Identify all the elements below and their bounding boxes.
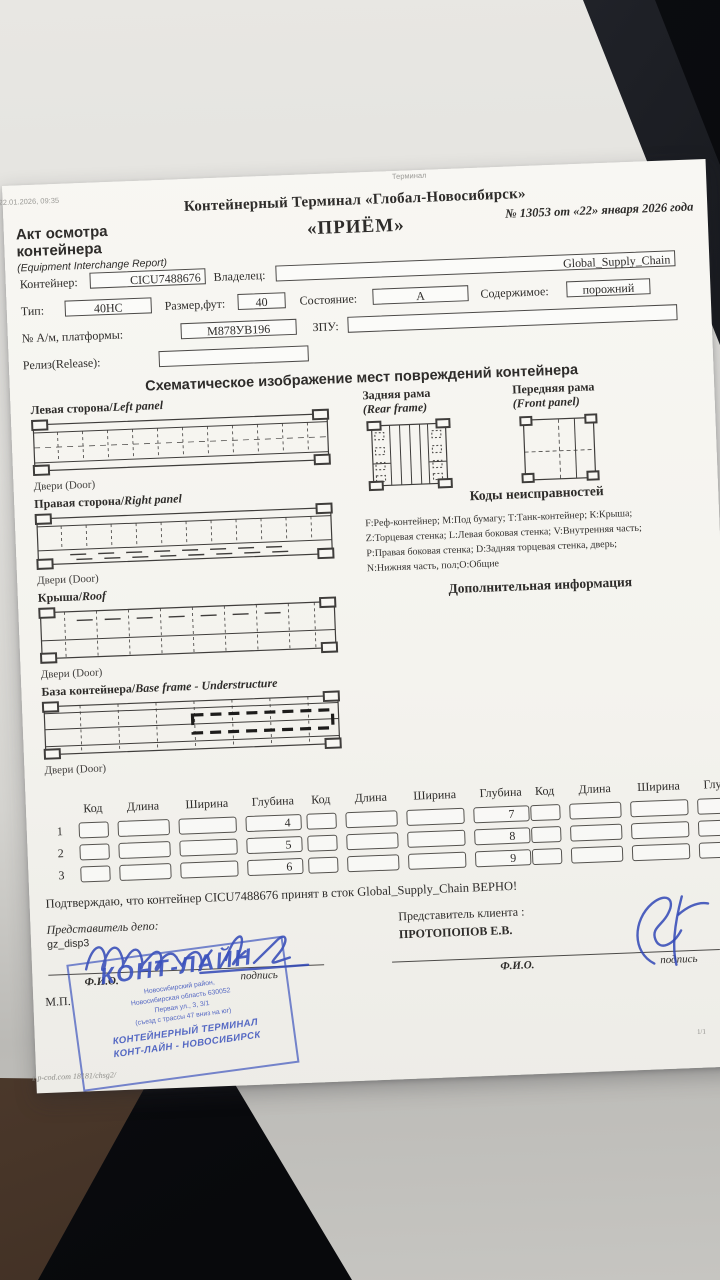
col-header-depth: Глубина (703, 775, 720, 792)
client-rep-label: Представитель клиента : (398, 904, 525, 924)
depot-handwritten-signature (84, 935, 310, 975)
code-box (79, 843, 110, 861)
client-fio-label: Ф.И.О. (500, 959, 535, 973)
code-box (307, 834, 338, 852)
col-header-length: Длина (126, 798, 160, 814)
length-box (119, 863, 172, 881)
row-number: 8 (509, 828, 516, 843)
roof-diagram-icon (38, 596, 339, 664)
rear-frame-label-en: (Rear frame) (362, 399, 428, 417)
condition-label: Состояние: (299, 291, 358, 308)
damage-table-group-1: Код Длина Ширина Глубина 1 2 3 (56, 793, 304, 883)
width-box (406, 807, 465, 826)
depth-box (697, 796, 720, 815)
width-box (631, 843, 691, 862)
door-label-base: Двери (Door) (44, 762, 107, 777)
length-box (117, 819, 171, 838)
row-number: 2 (57, 845, 64, 860)
width-box (630, 821, 690, 840)
door-label-right-panel: Двери (Door) (36, 572, 99, 587)
col-header-width: Ширина (636, 778, 681, 795)
row-number: 5 (285, 836, 292, 852)
code-box (530, 804, 561, 822)
col-header-width: Ширина (413, 787, 457, 803)
type-value-box: 40НС (64, 297, 152, 317)
width-box (179, 838, 238, 857)
front-panel-diagram-icon (519, 413, 600, 484)
size-value-box: 40 (237, 292, 286, 311)
door-label-left-panel: Двери (Door) (33, 478, 96, 494)
row-number: 6 (286, 858, 293, 874)
client-handwritten-signature (636, 895, 710, 966)
release-value-box (158, 345, 309, 368)
seal-label: ЗПУ: (312, 319, 339, 335)
contents-value-box: порожний (566, 278, 651, 298)
length-box (569, 823, 623, 842)
company-stamp: КОНТ-ЛАЙН Новосибирский район, Новосибир… (66, 935, 300, 1092)
damage-table-group-2: Код Длина Ширина Глубина 4 5 6 (284, 784, 532, 874)
code-box (531, 847, 563, 866)
length-box (569, 801, 622, 820)
col-header-code: Код (83, 800, 103, 816)
owner-label: Владелец: (213, 267, 266, 284)
damage-table-group-3: Код Длина Ширина Глубина 7 8 9 (507, 776, 720, 866)
col-header-length: Длина (578, 781, 612, 797)
width-box (630, 799, 689, 818)
container-label: Контейнер: (19, 275, 78, 292)
length-box (118, 841, 171, 860)
type-label: Тип: (20, 303, 45, 319)
length-box (346, 854, 400, 873)
condition-value-box: А (372, 285, 469, 305)
container-value-box: CICU7488676 (89, 268, 206, 289)
length-box (346, 832, 399, 851)
length-box (345, 810, 398, 829)
depth-box (698, 840, 720, 859)
print-header: Терминал (391, 170, 427, 182)
release-label: Релиз(Release): (22, 355, 101, 373)
seal-value-box (347, 304, 678, 333)
col-header-width: Ширина (185, 795, 229, 812)
form-title-line2: контейнера (16, 240, 103, 261)
code-box (531, 826, 562, 844)
size-label: Размер,фут: (164, 296, 226, 313)
row-number: 4 (284, 814, 291, 830)
rear-frame-diagram-icon (366, 417, 453, 492)
col-header-length: Длина (354, 789, 388, 805)
left-panel-diagram-icon (31, 408, 331, 477)
page-number: 1/1 (696, 1027, 707, 1036)
row-number: 3 (58, 867, 65, 882)
row-number: 7 (508, 806, 515, 821)
length-box (570, 845, 624, 864)
width-box (407, 829, 466, 848)
contents-label: Содержимое: (480, 284, 549, 301)
code-box (78, 821, 110, 839)
front-panel-label-en: (Front panel) (512, 393, 580, 411)
base-frame-diagram-icon (41, 690, 342, 760)
vehicle-value-box: М878УВ196 (180, 318, 297, 340)
right-panel-diagram-icon (34, 502, 335, 570)
width-box (407, 851, 467, 870)
client-name: ПРОТОПОПОВ Е.В. (398, 922, 513, 942)
depth-box (697, 818, 720, 837)
code-box (80, 865, 111, 883)
document-sheet: 22.01.2026, 09:35 Терминал Контейнерный … (0, 158, 720, 1094)
vehicle-label: № А/м, платформы: (21, 327, 124, 346)
code-box (308, 856, 339, 874)
col-header-code: Код (534, 783, 555, 798)
owner-value-box: Global_Supply_Chain (275, 250, 676, 282)
row-number: 9 (509, 850, 517, 865)
additional-info-title: Дополнительная информация (448, 574, 633, 597)
row-number: 1 (56, 823, 64, 838)
code-box (306, 812, 337, 830)
mp-label: М.П. (45, 993, 71, 1009)
door-label-roof: Двери (Door) (40, 666, 103, 681)
col-header-code: Код (310, 791, 331, 807)
section-roof-label-en: Roof (81, 588, 107, 604)
width-box (178, 816, 237, 835)
width-box (180, 860, 239, 879)
